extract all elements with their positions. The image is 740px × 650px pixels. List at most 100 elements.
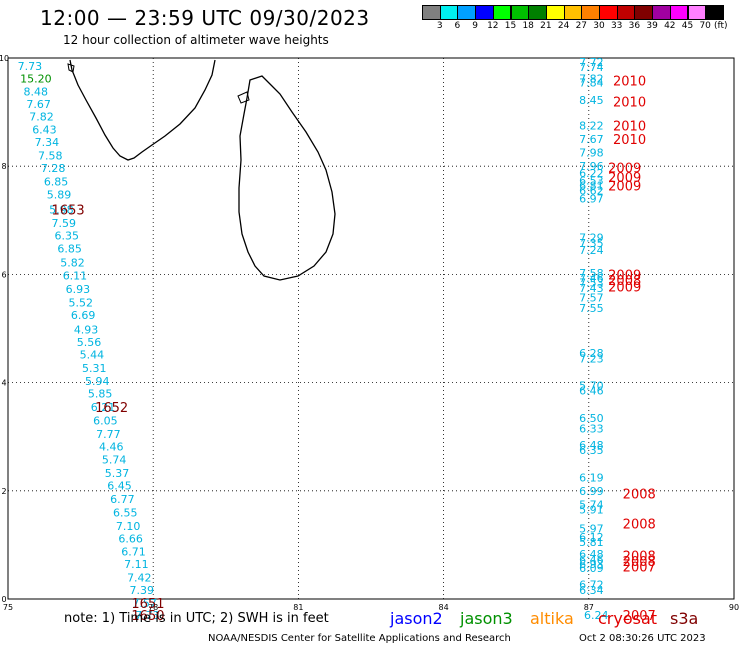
time-label: 2009 [608, 268, 641, 283]
swh-label: 6.46 [579, 554, 604, 567]
swh-label: 7.55 [579, 302, 604, 315]
swh-label: 7.84 [579, 76, 604, 89]
time-label: 1652 [95, 401, 128, 416]
swh-label: 7.57 [579, 292, 604, 305]
swh-label: 5.70 [579, 379, 604, 392]
time-label: 2007 [623, 609, 656, 624]
legend-tick-label: 18 [522, 21, 534, 31]
legend-tick-label: 3 [436, 21, 443, 31]
legend-tick-label: 42 [664, 21, 676, 31]
swh-label: 6.72 [579, 578, 604, 591]
legend-tick-label: 27 [575, 21, 588, 31]
page-subtitle: 12 hour collection of altimeter wave hei… [63, 33, 329, 47]
swh-label: 5.97 [579, 523, 604, 536]
swh-label: 7.98 [579, 147, 604, 160]
legend-tick-label: 12 [487, 21, 499, 31]
swh-label: 6.33 [579, 423, 604, 436]
satellite-cryosat: cryosat [598, 609, 658, 628]
legend-tick-label: 6 [454, 21, 461, 31]
time-label: 2010 [613, 75, 646, 90]
satellite-jason3: jason3 [460, 609, 513, 628]
swh-label: 5.94 [85, 375, 110, 388]
time-label: 2010 [613, 120, 646, 135]
swh-label: 6.21 [91, 401, 116, 414]
legend-tick-label: 70 [699, 21, 711, 31]
time-label: 1651 [131, 597, 164, 612]
swh-label: 6.71 [121, 545, 146, 558]
swh-label: 7.67 [579, 133, 604, 146]
swh-label: 6.66 [118, 532, 142, 545]
swh-label: 6.93 [579, 558, 604, 571]
swh-label: 7.43 [579, 282, 604, 295]
swh-label: 7.67 [26, 98, 50, 111]
footnote: note: 1) Time is in UTC; 2) SWH is in fe… [64, 611, 329, 626]
swh-label: 7.28 [41, 162, 66, 175]
swh-label: 6.69 [71, 309, 96, 322]
y-tick-label: 8 [1, 162, 6, 171]
swh-label: 5.44 [80, 348, 105, 361]
swh-label: 6.34 [579, 584, 604, 597]
swh-label: 6.24 [584, 609, 609, 622]
swh-label: 7.59 [52, 217, 76, 230]
swh-label: 7.53 [579, 277, 604, 290]
swh-label: 5.52 [69, 297, 94, 310]
swh-label: 6.48 [579, 439, 604, 452]
swh-label: 5.37 [105, 467, 130, 480]
timestamp: Oct 2 08:30:26 UTC 2023 [579, 633, 706, 644]
legend-swatch [705, 5, 724, 20]
swh-label: 5.74 [102, 453, 127, 466]
swh-label: 6.28 [579, 347, 604, 360]
swh-label: 7.82 [579, 73, 604, 86]
coastline-mannar [237, 91, 250, 104]
swh-label: 7.73 [135, 609, 160, 622]
swh-label: 5.91 [579, 504, 604, 517]
swh-label: 6.19 [579, 471, 604, 484]
map-axes: 75 78 81 84 87 90 0 2 4 6 8 10 [0, 54, 739, 612]
x-tick-label: 84 [439, 603, 449, 612]
swh-label: 6.09 [579, 562, 604, 575]
y-tick-label: 10 [0, 54, 9, 63]
time-label: 1650 [131, 609, 164, 624]
legend-tick-label: 15 [504, 21, 517, 31]
y-tick-label: 4 [1, 379, 6, 388]
swh-label: 5.82 [60, 256, 85, 269]
swh-label: 7.73 [18, 60, 43, 73]
swh-label: 6.12 [579, 531, 604, 544]
satellite-s3a: s3a [670, 609, 699, 628]
legend-tick-label: 33 [610, 21, 623, 31]
swh-label: 7.29 [579, 232, 604, 245]
legend-unit: (ft) [714, 21, 728, 31]
swh-label: 5.56 [77, 336, 102, 349]
swh-label: 6.46 [579, 385, 604, 398]
time-label: 2009 [608, 171, 641, 186]
swh-label: 4.46 [99, 440, 124, 453]
coastline-india [69, 59, 216, 161]
x-tick-label: 90 [729, 603, 739, 612]
swh-label: 6.35 [579, 444, 604, 457]
swh-label: 6.99 [579, 485, 604, 498]
swh-label: 7.77 [96, 428, 121, 441]
x-tick-label: 87 [584, 603, 594, 612]
swh-label: 8.22 [579, 120, 604, 133]
legend-tick-label: 21 [540, 21, 552, 31]
swh-label: 7.96 [579, 160, 604, 173]
swh-label: 5.89 [47, 188, 72, 201]
legend-tick-label: 36 [628, 21, 641, 31]
x-tick-label: 81 [293, 603, 303, 612]
swh-label: 7.35 [579, 237, 604, 250]
swh-label: 6.85 [44, 175, 68, 188]
swh-label: 7.82 [29, 110, 53, 123]
swh-label: 6.81 [579, 180, 604, 193]
swh-label: 7.10 [116, 520, 141, 533]
swh-label: 6.48 [579, 548, 604, 561]
swh-label: 6.93 [66, 283, 91, 296]
time-label: 2008 [608, 274, 641, 289]
x-tick-label: 75 [3, 603, 13, 612]
time-label: 2010 [613, 133, 646, 148]
y-tick-label: 2 [1, 487, 6, 496]
time-label: 2008 [623, 555, 656, 570]
swh-label: 5.98 [49, 203, 74, 216]
swh-label: 7.34 [35, 136, 60, 149]
swh-label: 5.31 [82, 362, 107, 375]
